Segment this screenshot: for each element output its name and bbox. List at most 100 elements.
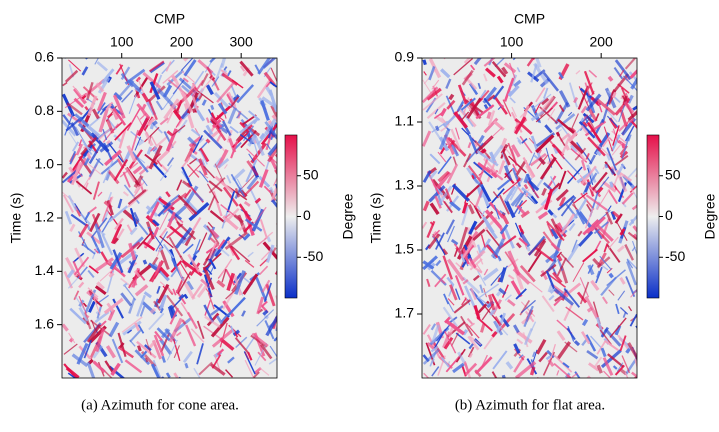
- texture-streak: [85, 58, 89, 60]
- texture-streak: [550, 153, 563, 170]
- texture-streak: [529, 366, 536, 376]
- texture-streak: [75, 296, 86, 312]
- texture-streak: [188, 163, 202, 178]
- texture-streak: [457, 84, 468, 105]
- texture-streak: [460, 206, 469, 226]
- texture-streak: [165, 191, 171, 198]
- texture-streak: [585, 194, 608, 212]
- texture-streak: [65, 366, 80, 378]
- texture-streak: [490, 144, 504, 161]
- texture-streak: [468, 352, 473, 358]
- texture-streak: [145, 357, 149, 363]
- texture-streak: [96, 281, 105, 290]
- texture-streak: [555, 113, 576, 130]
- texture-streak: [429, 221, 435, 226]
- texture-streak: [635, 325, 637, 329]
- texture-streak: [431, 358, 435, 364]
- texture-streak: [530, 108, 547, 122]
- texture-streak: [234, 188, 240, 198]
- texture-streak: [430, 346, 439, 353]
- texture-streak: [217, 239, 226, 250]
- texture-streak: [434, 273, 447, 288]
- texture-streak: [180, 157, 191, 170]
- texture-streak: [151, 256, 159, 266]
- texture-streak: [467, 335, 480, 351]
- texture-streak: [185, 324, 197, 347]
- texture-streak: [605, 211, 614, 225]
- texture-streak: [146, 117, 156, 127]
- texture-streak: [476, 270, 487, 287]
- texture-streak: [525, 179, 540, 199]
- texture-streak: [471, 172, 477, 179]
- texture-streak: [106, 112, 113, 119]
- texture-streak: [533, 239, 547, 257]
- texture-streak: [440, 125, 448, 132]
- texture-streak: [175, 103, 182, 114]
- texture-streak: [586, 306, 594, 313]
- texture-streak: [570, 113, 579, 131]
- texture-streak: [526, 58, 535, 67]
- texture-streak: [623, 101, 635, 115]
- texture-streak: [219, 258, 233, 278]
- texture-streak: [538, 351, 548, 363]
- texture-streak: [218, 246, 230, 257]
- texture-streak: [217, 102, 228, 115]
- texture-streak: [518, 354, 524, 359]
- texture-streak: [167, 306, 175, 319]
- texture-streak: [592, 257, 602, 268]
- texture-streak: [630, 218, 635, 225]
- texture-streak: [443, 293, 450, 305]
- texture-streak: [166, 211, 176, 228]
- texture-streak: [223, 66, 228, 71]
- texture-streak: [556, 330, 566, 342]
- texture-streak: [156, 285, 161, 294]
- texture-streak: [159, 227, 168, 238]
- texture-streak: [227, 106, 237, 125]
- texture-streak: [213, 354, 221, 372]
- texture-streak: [88, 265, 99, 274]
- texture-streak: [519, 265, 536, 283]
- texture-streak: [256, 237, 268, 247]
- texture-streak: [168, 236, 182, 258]
- texture-streak: [438, 128, 451, 151]
- texture-streak: [608, 136, 613, 142]
- texture-streak: [168, 140, 177, 150]
- texture-streak: [206, 225, 220, 245]
- texture-streak: [633, 191, 637, 200]
- texture-streak: [105, 118, 115, 134]
- texture-streak: [76, 342, 89, 365]
- texture-streak: [467, 346, 475, 358]
- texture-streak: [556, 257, 567, 277]
- texture-streak: [626, 259, 634, 269]
- texture-streak: [422, 170, 432, 183]
- texture-streak: [181, 259, 203, 277]
- texture-streak: [188, 201, 210, 222]
- texture-streak: [220, 69, 229, 76]
- texture-streak: [446, 163, 459, 184]
- texture-streak: [605, 109, 618, 123]
- texture-streak: [242, 180, 260, 198]
- texture-streak: [601, 296, 609, 305]
- texture-streak: [265, 283, 276, 307]
- texture-streak: [87, 287, 99, 298]
- texture-streak: [222, 186, 239, 207]
- texture-streak: [69, 150, 77, 165]
- texture-streak: [92, 246, 98, 259]
- texture-streak: [119, 342, 125, 349]
- texture-streak: [476, 150, 499, 167]
- texture-streak: [220, 313, 229, 323]
- texture-streak: [434, 108, 439, 115]
- texture-streak: [474, 356, 493, 375]
- texture-streak: [596, 364, 603, 374]
- texture-streak: [99, 106, 108, 116]
- texture-streak: [95, 158, 104, 166]
- texture-streak: [580, 113, 592, 124]
- texture-streak: [483, 58, 496, 67]
- texture-streak: [139, 112, 147, 120]
- texture-streak: [466, 78, 478, 91]
- texture-streak: [145, 205, 159, 218]
- texture-streak: [528, 235, 546, 256]
- texture-streak: [450, 128, 461, 150]
- texture-streak: [455, 127, 460, 140]
- texture-streak: [144, 153, 158, 166]
